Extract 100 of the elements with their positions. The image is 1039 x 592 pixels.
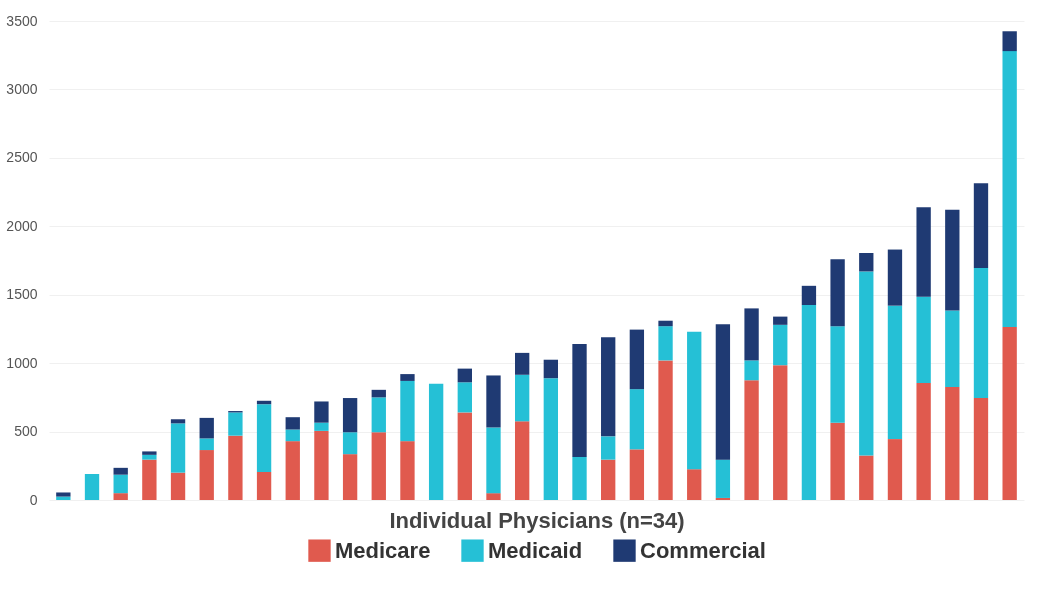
bar xyxy=(973,398,989,500)
bar xyxy=(285,441,300,500)
bar xyxy=(945,387,960,500)
bar xyxy=(170,472,186,500)
bar xyxy=(113,474,128,494)
bar xyxy=(142,451,157,455)
bar xyxy=(801,304,817,500)
bar xyxy=(486,375,501,428)
bar xyxy=(715,497,731,500)
bar xyxy=(916,207,931,297)
bar xyxy=(687,469,702,500)
bar xyxy=(859,455,874,500)
bar xyxy=(629,329,645,390)
bar xyxy=(601,436,616,460)
bar xyxy=(572,343,587,457)
bar xyxy=(830,422,845,500)
bar xyxy=(314,430,329,500)
bar xyxy=(945,209,960,311)
bar xyxy=(744,380,759,500)
bar xyxy=(256,471,272,500)
bar xyxy=(400,380,415,442)
bar xyxy=(830,259,845,327)
bar xyxy=(56,492,71,497)
x-axis-title: Individual Physicians (n=34) xyxy=(389,507,685,533)
bar xyxy=(199,438,214,451)
bar xyxy=(973,268,989,399)
legend-label: Commercial xyxy=(640,537,766,563)
bar xyxy=(514,421,530,500)
bar xyxy=(658,360,673,500)
bar xyxy=(715,459,731,498)
bar xyxy=(601,337,616,437)
legend-label: Medicare xyxy=(335,537,431,563)
bar xyxy=(486,493,501,500)
bar xyxy=(543,359,559,379)
bar xyxy=(1002,31,1017,52)
bar xyxy=(457,382,472,413)
y-tick-label: 1500 xyxy=(6,286,38,303)
y-tick-label: 1000 xyxy=(6,354,38,371)
bar xyxy=(514,374,530,422)
bar xyxy=(113,493,128,500)
bar xyxy=(945,310,960,388)
bar xyxy=(859,271,874,456)
bar xyxy=(342,398,358,433)
bar xyxy=(744,360,759,381)
bar xyxy=(228,435,243,500)
y-tick-label: 2500 xyxy=(6,149,38,166)
bar xyxy=(859,252,874,272)
bar xyxy=(773,324,788,366)
bar xyxy=(142,454,157,460)
bar xyxy=(887,439,903,500)
bar xyxy=(887,249,903,306)
bar xyxy=(256,404,272,472)
y-tick-label: 0 xyxy=(29,491,38,508)
bar xyxy=(773,316,788,325)
bar xyxy=(371,432,386,500)
bar xyxy=(371,397,386,433)
bar xyxy=(486,427,501,494)
y-tick-label: 2000 xyxy=(6,217,38,234)
bar xyxy=(773,365,788,500)
bar xyxy=(342,432,358,455)
bar xyxy=(199,450,214,500)
y-tick-label: 3500 xyxy=(6,12,38,29)
bar xyxy=(830,326,845,423)
bar xyxy=(514,352,530,375)
bar xyxy=(285,417,300,430)
bar xyxy=(687,331,702,470)
bar xyxy=(744,308,759,361)
bar xyxy=(658,320,673,327)
bar xyxy=(601,459,616,500)
bar xyxy=(314,401,329,423)
bar xyxy=(658,326,673,361)
bar xyxy=(916,296,931,383)
bar xyxy=(715,324,731,460)
bar xyxy=(801,285,817,305)
bar xyxy=(457,368,472,383)
bar xyxy=(973,183,989,269)
bar xyxy=(170,423,186,473)
bar xyxy=(629,449,645,500)
bar xyxy=(457,412,472,500)
bar xyxy=(113,467,128,475)
y-tick-label: 500 xyxy=(14,423,38,440)
y-tick-label: 3000 xyxy=(6,80,38,97)
bar xyxy=(371,389,386,398)
bar xyxy=(400,441,415,500)
bar xyxy=(142,459,157,500)
bar xyxy=(428,383,444,500)
legend-label: Medicaid xyxy=(488,537,583,563)
bar xyxy=(170,419,186,424)
bar xyxy=(285,429,300,442)
bar xyxy=(916,382,931,500)
bar xyxy=(887,305,903,440)
bar xyxy=(543,378,559,500)
bar xyxy=(1002,51,1017,327)
bar xyxy=(199,417,214,439)
bar xyxy=(400,374,415,381)
bar xyxy=(629,389,645,450)
bar xyxy=(1002,326,1017,500)
bar xyxy=(84,474,100,500)
bar xyxy=(56,496,71,500)
bar xyxy=(342,454,358,500)
